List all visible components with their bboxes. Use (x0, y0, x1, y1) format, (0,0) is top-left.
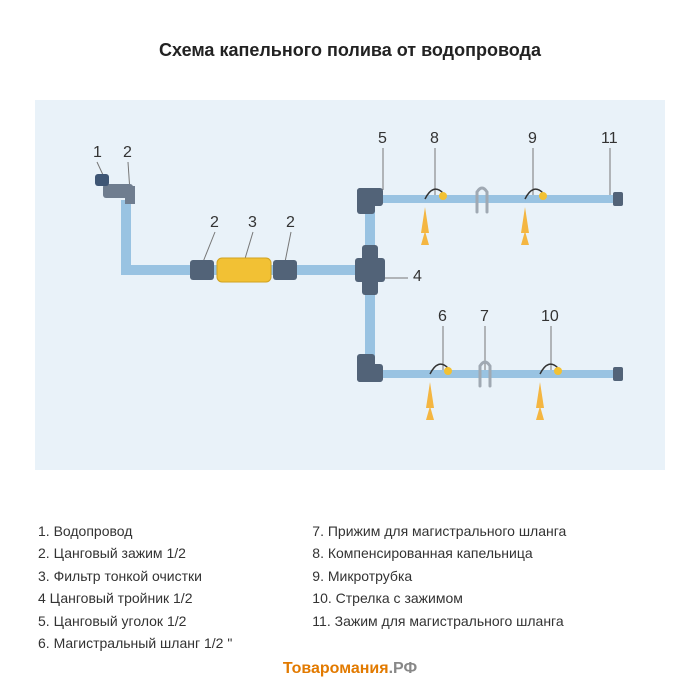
callout-5: 5 (378, 130, 387, 148)
legend-item: 9. Микротрубка (312, 565, 566, 587)
callout-3: 3 (248, 214, 257, 232)
watermark-part2: .РФ (389, 660, 418, 677)
callout-1: 1 (93, 144, 102, 162)
legend-item: 11. Зажим для магистрального шланга (312, 610, 566, 632)
legend-item: 4 Цанговый тройник 1/2 (38, 587, 232, 609)
legend-item: 2. Цанговый зажим 1/2 (38, 542, 232, 564)
callout-11: 11 (601, 130, 618, 148)
legend-item: 7. Прижим для магистрального шланга (312, 520, 566, 542)
callout-8: 8 (430, 130, 439, 148)
callout-2b: 2 (210, 214, 219, 232)
legend-item: 8. Компенсированная капельница (312, 542, 566, 564)
watermark-part1: Товаромания (283, 660, 389, 677)
legend-item: 3. Фильтр тонкой очистки (38, 565, 232, 587)
legend-item: 10. Стрелка с зажимом (312, 587, 566, 609)
callout-2a: 2 (123, 144, 132, 162)
callout-9: 9 (528, 130, 537, 148)
callout-2c: 2 (286, 214, 295, 232)
legend-item: 6. Магистральный шланг 1/2 " (38, 632, 232, 654)
diagram-title: Схема капельного полива от водопровода (0, 0, 700, 61)
legend-right: 7. Прижим для магистрального шланга 8. К… (312, 520, 566, 654)
legend-item: 5. Цанговый уголок 1/2 (38, 610, 232, 632)
callout-10: 10 (541, 308, 559, 326)
legend-item: 1. Водопровод (38, 520, 232, 542)
diagram-panel: 1 2 2 3 2 5 8 9 11 4 6 7 10 (35, 100, 665, 470)
legend-left: 1. Водопровод 2. Цанговый зажим 1/2 3. Ф… (38, 520, 232, 654)
callout-6: 6 (438, 308, 447, 326)
legend: 1. Водопровод 2. Цанговый зажим 1/2 3. Ф… (38, 520, 566, 654)
callout-4: 4 (413, 268, 422, 286)
watermark: Товаромания.РФ (283, 660, 417, 678)
callout-7: 7 (480, 308, 489, 326)
